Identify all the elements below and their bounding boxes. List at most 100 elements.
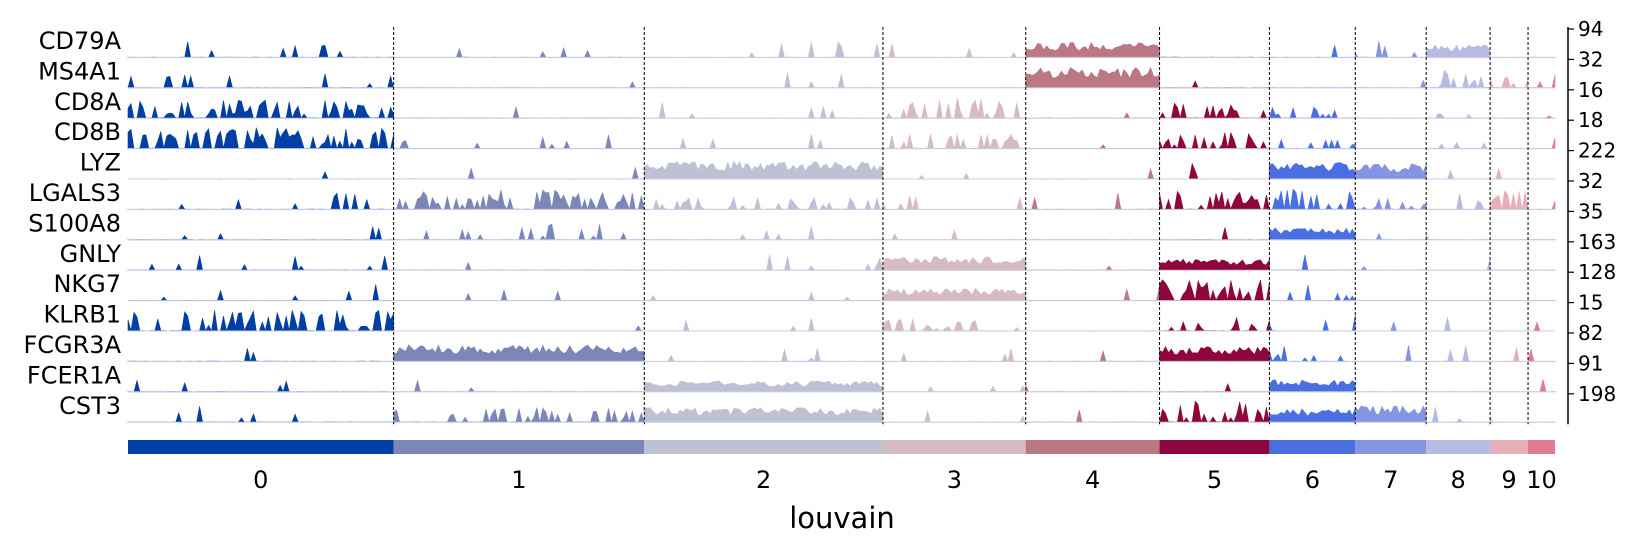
area-lgals3-cluster-10 (1527, 200, 1556, 210)
area-klrb1-cluster-1 (393, 325, 645, 332)
color-bar-segment (1355, 440, 1427, 454)
area-nkg7-cluster-6 (1269, 284, 1356, 302)
area-ms4a1-cluster-2 (644, 72, 884, 89)
area-fcgr3a-cluster-9 (1489, 347, 1529, 362)
right-y-axis: 94 32 16 18 222 32 35 163 128 15 82 91 198 (1567, 17, 1616, 425)
area-lyz-cluster-7 (1355, 163, 1427, 180)
area-cd79a-cluster-3 (882, 43, 1026, 58)
area-cd79a-cluster-4 (1025, 41, 1160, 58)
area-s100a8-cluster-6 (1269, 227, 1356, 241)
area-ms4a1-cluster-4 (1025, 66, 1160, 89)
area-lgals3-cluster-0 (127, 192, 394, 210)
area-ms4a1-cluster-9 (1489, 75, 1529, 89)
area-gnly-cluster-3 (882, 256, 1026, 271)
area-lgals3-cluster-1 (393, 189, 645, 211)
area-cd8a-cluster-8 (1425, 113, 1491, 119)
gene-label: CD79A (39, 27, 122, 55)
area-lgals3-cluster-3 (882, 195, 1026, 210)
area-klrb1-cluster-7 (1355, 321, 1427, 332)
y-tick-label: 82 (1578, 321, 1603, 345)
area-cd8b-cluster-10 (1527, 137, 1556, 149)
y-tick-label: 94 (1578, 17, 1603, 41)
area-lyz-cluster-6 (1269, 162, 1356, 180)
gene-label: CST3 (59, 392, 121, 420)
track-fcer1a (127, 379, 1556, 393)
cluster-label: 0 (253, 466, 268, 494)
area-klrb1-cluster-2 (644, 318, 884, 332)
y-tick-label: 32 (1578, 47, 1603, 71)
area-lgals3-cluster-5 (1159, 190, 1270, 210)
track-cd8a (127, 97, 1556, 120)
track-ms4a1 (127, 66, 1556, 89)
area-ms4a1-cluster-0 (127, 73, 394, 89)
area-fcer1a-cluster-5 (1159, 382, 1270, 393)
gene-label: MS4A1 (38, 57, 121, 85)
area-gnly-cluster-2 (644, 254, 884, 271)
area-nkg7-cluster-1 (393, 289, 645, 301)
track-s100a8 (127, 223, 1556, 241)
area-ms4a1-cluster-7 (1355, 79, 1427, 89)
gene-label: LGALS3 (29, 179, 121, 207)
area-fcgr3a-cluster-3 (882, 348, 1026, 363)
area-lgals3-cluster-6 (1269, 188, 1356, 210)
area-cst3-cluster-2 (644, 407, 884, 423)
color-bar-segment (1528, 440, 1555, 454)
gene-label: FCGR3A (23, 331, 121, 359)
area-cst3-cluster-3 (882, 409, 1026, 423)
area-cd79a-cluster-8 (1425, 44, 1491, 58)
area-cst3-cluster-6 (1269, 408, 1356, 423)
gene-label: CD8A (54, 88, 122, 116)
area-lgals3-cluster-8 (1425, 193, 1491, 210)
area-fcgr3a-cluster-7 (1355, 345, 1427, 362)
track-klrb1 (127, 309, 1555, 333)
color-bar-segment (1490, 440, 1529, 454)
area-lyz-cluster-3 (882, 172, 1026, 180)
area-fcer1a-cluster-2 (644, 380, 884, 393)
area-fcgr3a-cluster-1 (393, 344, 645, 362)
color-bar-segment (1269, 440, 1356, 454)
area-gnly-cluster-8 (1425, 259, 1491, 271)
area-s100a8-cluster-2 (644, 226, 883, 241)
area-s100a8-cluster-5 (1159, 227, 1270, 241)
area-s100a8-cluster-3 (882, 229, 1026, 241)
area-nkg7-cluster-0 (127, 284, 394, 301)
area-lyz-cluster-0 (128, 171, 394, 180)
area-cd8b-cluster-6 (1269, 138, 1356, 150)
area-klrb1-cluster-10 (1527, 321, 1555, 332)
area-fcgr3a-cluster-8 (1425, 346, 1491, 362)
x-axis-title: louvain (789, 501, 895, 535)
gene-label: FCER1A (27, 361, 122, 389)
area-lyz-cluster-1 (393, 166, 645, 180)
area-cst3-cluster-5 (1159, 400, 1270, 424)
track-nkg7 (127, 279, 1556, 302)
area-klrb1-cluster-0 (127, 309, 394, 333)
gene-label: GNLY (60, 240, 122, 268)
area-ms4a1-cluster-8 (1425, 69, 1491, 89)
area-lyz-cluster-5 (1159, 162, 1270, 180)
color-bar-segment (1159, 440, 1270, 454)
area-fcgr3a-cluster-5 (1159, 346, 1270, 362)
area-cd8a-cluster-1 (393, 105, 645, 119)
area-klrb1-cluster-8 (1425, 317, 1491, 332)
area-fcer1a-cluster-10 (1527, 379, 1556, 393)
cluster-label: 6 (1305, 466, 1320, 494)
area-cd8b-cluster-0 (127, 127, 394, 150)
y-tick-label: 128 (1578, 260, 1616, 284)
cluster-label: 7 (1383, 466, 1398, 494)
area-fcgr3a-cluster-4 (1025, 349, 1160, 362)
area-fcgr3a-cluster-6 (1269, 346, 1356, 363)
area-fcer1a-cluster-1 (393, 379, 645, 393)
area-lyz-cluster-4 (1025, 167, 1160, 180)
cluster-label: 2 (756, 466, 771, 494)
area-klrb1-cluster-6 (1269, 314, 1356, 332)
cluster-label: 10 (1526, 466, 1557, 494)
area-cd8a-cluster-6 (1269, 106, 1356, 119)
area-lgals3-cluster-7 (1355, 197, 1427, 210)
area-ms4a1-cluster-5 (1159, 80, 1270, 89)
area-fcgr3a-cluster-0 (127, 348, 394, 363)
track-gnly (127, 254, 1556, 271)
area-klrb1-cluster-5 (1159, 316, 1270, 332)
area-ms4a1-cluster-1 (393, 81, 645, 89)
y-tick-label: 15 (1578, 291, 1603, 315)
cluster-label: 9 (1501, 466, 1516, 494)
